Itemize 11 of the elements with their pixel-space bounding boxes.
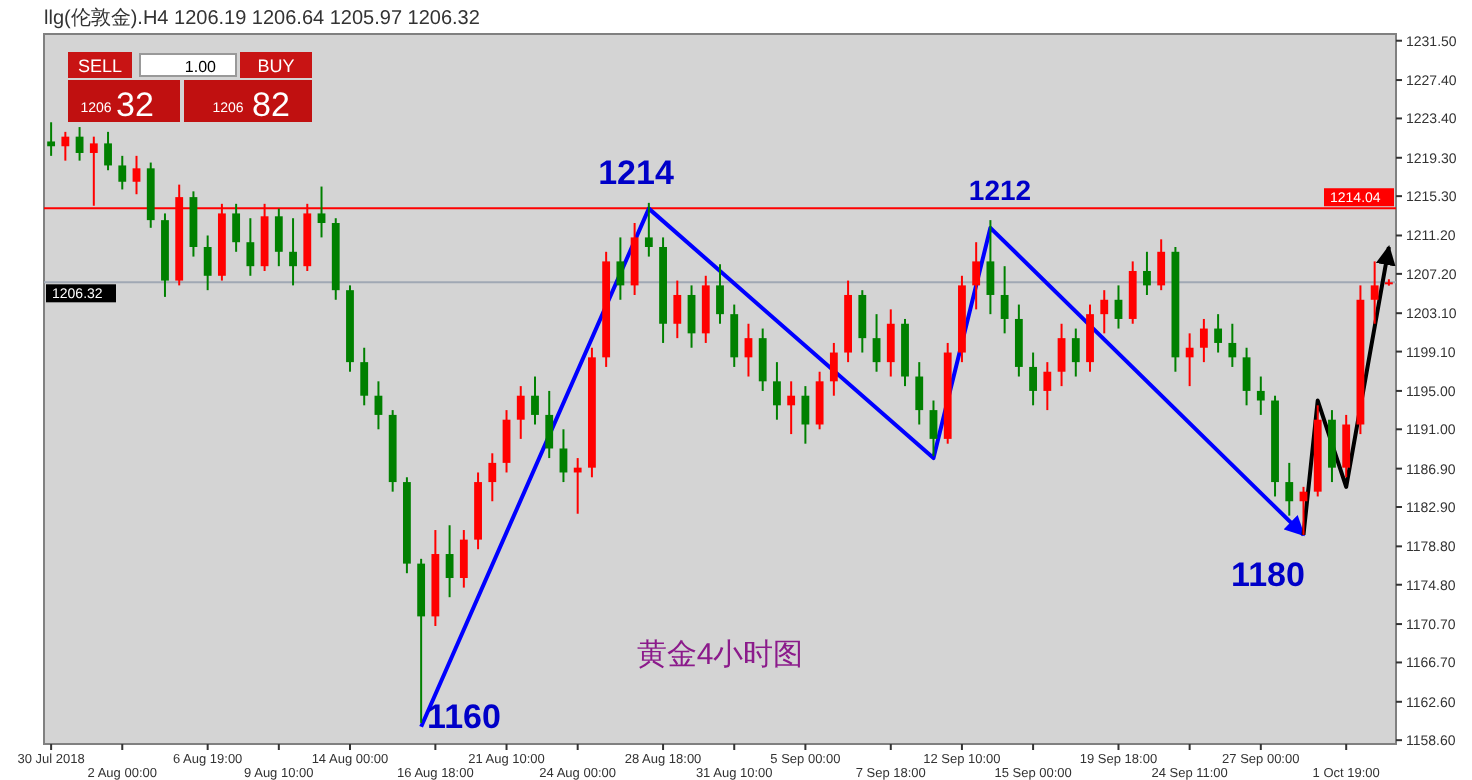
annotation: 1180 [1231, 556, 1305, 594]
annotation: SELL [77, 56, 123, 76]
annotation: 1160 [427, 698, 501, 736]
annotation: 1212 [968, 174, 1032, 206]
chart-title: llg(伦敦金).H4 1206.19 1206.64 1205.97 1206.32 [44, 6, 481, 30]
annotation: 1.00 [184, 58, 218, 76]
annotation: 黄金4小时图 [636, 638, 804, 672]
annotation: 32 [116, 86, 154, 124]
annotation: 1214 [598, 154, 675, 192]
annotation: 82 [252, 86, 290, 124]
annotation: BUY [257, 56, 295, 76]
